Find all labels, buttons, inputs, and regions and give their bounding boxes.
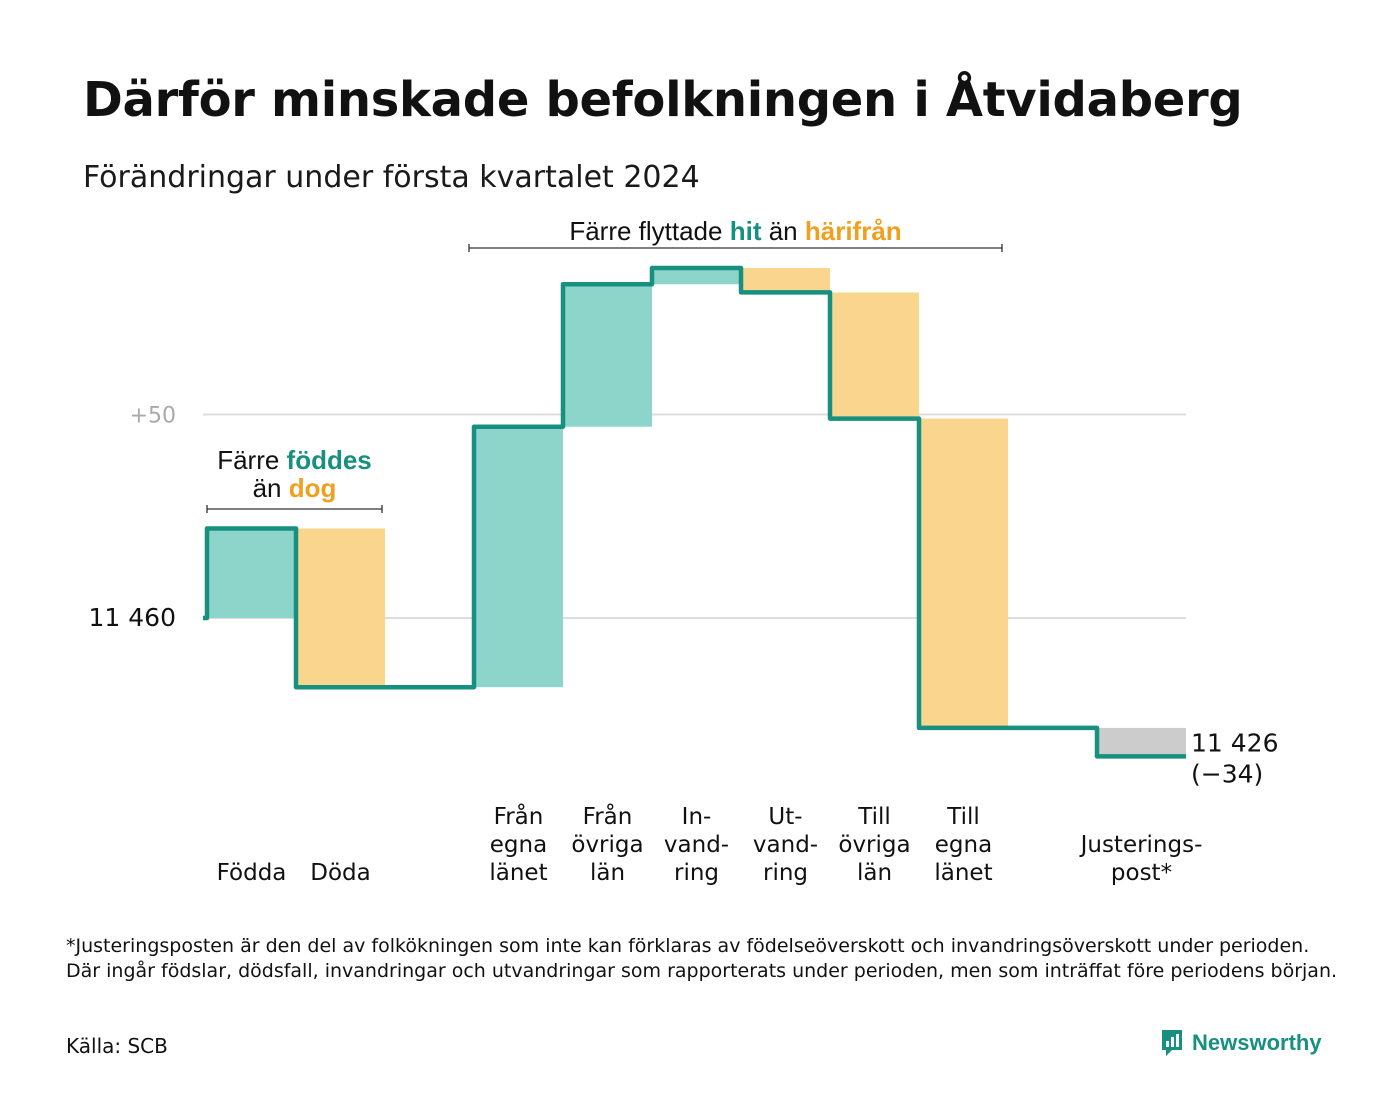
bar-adjustment-10 xyxy=(1097,727,1186,757)
annotation-births-line2: än dog xyxy=(253,473,337,503)
category-label-7: Till övriga län xyxy=(838,804,910,886)
chart-subtitle: Förändringar under första kvartalet 2024 xyxy=(83,160,700,195)
bar-decrease-7 xyxy=(830,292,919,419)
end-value-label: 11 426 xyxy=(1191,728,1278,757)
category-label-10: Justerings-post* xyxy=(1079,832,1203,886)
category-label-1: Döda xyxy=(310,860,370,886)
chart-title: Därför minskade befolkningen i Åtvidaber… xyxy=(83,72,1243,128)
bar-decrease-8 xyxy=(919,418,1008,728)
brand-name: Newsworthy xyxy=(1192,1030,1322,1055)
bar-increase-4 xyxy=(563,284,652,427)
start-value-label: 11 460 xyxy=(89,603,176,632)
category-label-8: Till egna länet xyxy=(934,804,992,886)
bar-increase-3 xyxy=(474,426,563,688)
bar-decrease-6 xyxy=(741,267,830,293)
gridline-label: +50 xyxy=(130,404,176,429)
annotation-moves: Färre flyttade hit än härifrån xyxy=(569,216,901,246)
category-label-0: Födda xyxy=(217,860,287,886)
bar-decrease-1 xyxy=(296,528,385,688)
category-label-3: Från egna länet xyxy=(489,802,547,886)
category-label-4: Från övriga län xyxy=(571,802,643,886)
end-change-label: (−34) xyxy=(1191,759,1263,788)
bar-increase-5 xyxy=(652,267,741,285)
category-label-5: In-vand-ring xyxy=(664,804,729,886)
category-label-6: Ut-vand-ring xyxy=(753,804,818,886)
newsworthy-logo-icon xyxy=(1162,1030,1182,1056)
cumulative-step-line xyxy=(203,265,1186,759)
annotation-births-line1: Färre föddes xyxy=(217,445,372,475)
brand-logo: Newsworthy xyxy=(1160,1028,1322,1058)
footnote: *Justeringsposten är den del av folkökni… xyxy=(66,935,1338,982)
bar-increase-0 xyxy=(207,528,296,618)
source-label: Källa: SCB xyxy=(66,1034,168,1058)
